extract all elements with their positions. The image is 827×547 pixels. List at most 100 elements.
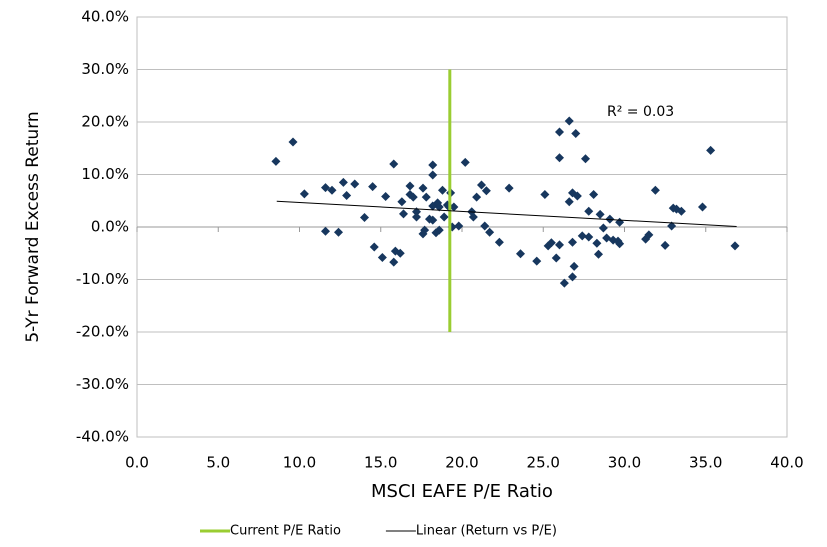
y-tick-label: -30.0% — [76, 375, 129, 393]
y-tick-label: 10.0% — [81, 165, 129, 183]
data-point — [564, 116, 574, 126]
data-point — [581, 154, 590, 164]
data-point — [569, 261, 579, 271]
data-point — [555, 127, 564, 137]
x-tick-label: 25.0 — [527, 454, 560, 472]
data-point — [389, 257, 399, 267]
y-tick-label: 0.0% — [91, 218, 129, 236]
data-point — [418, 183, 428, 193]
data-point — [327, 185, 337, 195]
y-tick-label: 40.0% — [81, 8, 129, 26]
x-tick-label: 15.0 — [364, 454, 397, 472]
data-point — [428, 215, 438, 225]
data-point — [338, 177, 348, 187]
data-point — [494, 237, 504, 247]
data-point — [428, 170, 438, 180]
data-point — [369, 242, 379, 252]
line-series — [276, 200, 737, 227]
x-tick-label: 5.0 — [206, 454, 230, 472]
data-point — [571, 129, 581, 139]
x-tick-label: 30.0 — [608, 454, 641, 472]
data-point — [399, 209, 408, 219]
data-point — [350, 179, 360, 189]
data-point — [395, 248, 405, 258]
data-point — [615, 217, 625, 227]
data-point — [288, 137, 298, 147]
data-point — [594, 249, 603, 259]
data-point — [551, 253, 561, 263]
data-point — [321, 183, 330, 193]
legend-label: Current P/E Ratio — [230, 524, 341, 539]
x-tick-label: 0.0 — [125, 454, 149, 472]
data-point — [555, 153, 564, 163]
data-point — [504, 183, 514, 193]
data-point — [421, 192, 431, 202]
data-point — [405, 181, 415, 191]
data-point — [480, 221, 490, 231]
data-point — [698, 202, 707, 212]
data-point — [540, 189, 550, 199]
data-point — [577, 231, 587, 241]
data-point — [397, 197, 407, 207]
data-point — [368, 182, 378, 192]
y-tick-label: 20.0% — [81, 113, 129, 131]
data-point — [360, 213, 369, 223]
data-point — [660, 240, 670, 250]
data-point — [434, 225, 444, 235]
data-point — [568, 272, 577, 282]
data-point — [584, 232, 594, 242]
data-point — [532, 256, 542, 266]
data-point — [595, 209, 605, 219]
data-point — [644, 230, 654, 240]
y-tick-label: 30.0% — [81, 60, 129, 78]
data-point — [592, 238, 602, 248]
data-point — [321, 226, 330, 236]
data-point — [438, 185, 447, 195]
data-point — [481, 186, 491, 196]
y-tick-label: -40.0% — [76, 428, 129, 446]
data-point — [454, 221, 464, 231]
data-point — [589, 189, 599, 199]
data-point — [412, 212, 421, 222]
y-tick-label: -20.0% — [76, 323, 129, 341]
x-tick-label: 10.0 — [283, 454, 316, 472]
y-axis-label: 5-Yr Forward Excess Return — [23, 111, 43, 342]
data-point — [706, 145, 716, 155]
data-point — [650, 185, 660, 195]
data-point — [568, 237, 577, 247]
data-point — [555, 240, 564, 250]
data-point — [730, 241, 740, 251]
data-point — [271, 156, 281, 166]
x-tick-label: 20.0 — [445, 454, 478, 472]
data-point — [468, 212, 478, 222]
data-point — [564, 197, 574, 207]
data-point — [434, 202, 444, 212]
data-point — [572, 191, 582, 201]
x-axis-label: MSCI EAFE P/E Ratio — [371, 481, 553, 502]
data-point — [381, 192, 391, 202]
legend-label: Linear (Return vs P/E) — [416, 524, 557, 539]
data-point — [516, 249, 525, 259]
data-point — [667, 221, 677, 231]
data-point — [477, 180, 486, 190]
data-point — [439, 212, 449, 222]
annotation: R² = 0.03 — [607, 104, 674, 120]
data-point — [449, 202, 459, 212]
data-point — [584, 206, 594, 216]
data-point — [485, 227, 495, 237]
data-point — [460, 157, 470, 167]
data-point — [334, 227, 343, 237]
data-point — [377, 252, 387, 262]
data-point — [408, 192, 418, 202]
data-point — [676, 206, 686, 216]
data-point — [420, 225, 430, 235]
data-point — [615, 239, 625, 249]
data-point — [389, 159, 399, 169]
x-tick-label: 40.0 — [770, 454, 803, 472]
data-point — [546, 238, 556, 248]
data-point — [559, 278, 569, 288]
data-point — [299, 189, 309, 199]
data-point — [342, 191, 352, 200]
data-point — [598, 223, 608, 233]
